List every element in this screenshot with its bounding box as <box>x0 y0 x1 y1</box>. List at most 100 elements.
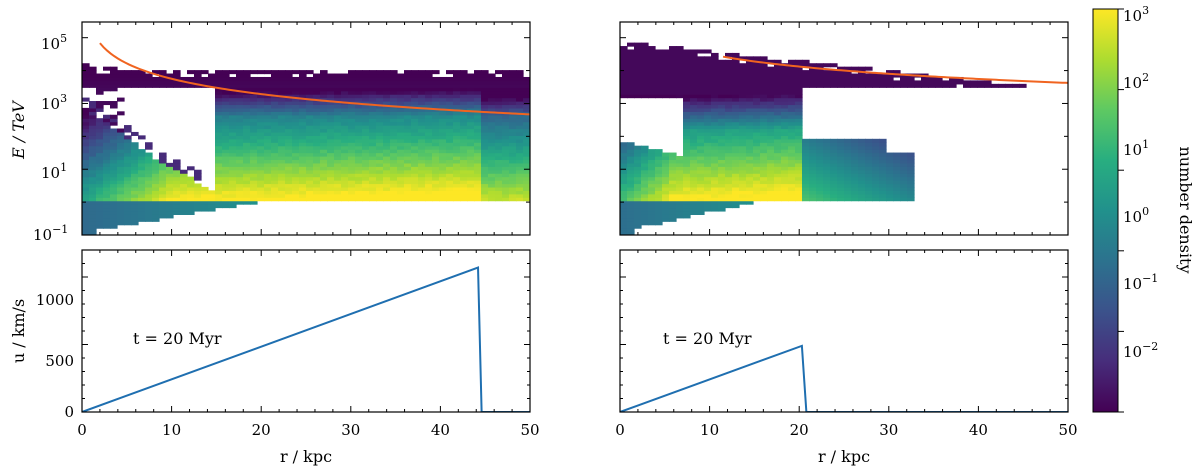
heatmap-cell <box>425 83 433 88</box>
heatmap-cell <box>285 83 293 88</box>
heatmap-cell <box>250 180 258 185</box>
heatmap-cell <box>383 121 391 126</box>
heatmap-cell <box>313 138 321 143</box>
heatmap-cell <box>746 166 754 171</box>
heatmap-cell <box>460 128 468 133</box>
heatmap-cell <box>760 135 768 140</box>
heatmap-cell <box>229 138 237 143</box>
heatmap-cell <box>516 83 524 88</box>
heatmap-cell <box>229 76 237 82</box>
heatmap-cell <box>376 169 384 174</box>
heatmap-cell <box>509 131 517 136</box>
heatmap-cell <box>453 145 461 150</box>
heatmap-cell <box>502 162 510 167</box>
heatmap-cell <box>495 166 503 171</box>
heatmap-cell <box>103 145 111 150</box>
heatmap-cell <box>634 176 642 181</box>
heatmap-cell <box>432 162 440 167</box>
heatmap-cell <box>432 121 440 126</box>
heatmap-cell <box>725 52 733 57</box>
heatmap-cell <box>369 162 377 167</box>
heatmap-cell <box>460 76 468 82</box>
heatmap-cell <box>257 107 265 112</box>
heatmap-cell <box>264 121 272 126</box>
heatmap-cell <box>215 186 223 191</box>
ytick-label-tl-1: 103 <box>41 92 67 113</box>
heatmap-cell <box>725 128 733 133</box>
heatmap-cell <box>166 193 174 198</box>
heatmap-cell <box>676 176 684 181</box>
heatmap-cell <box>795 176 803 181</box>
heatmap-cell <box>369 186 377 191</box>
heatmap-cell <box>488 169 496 174</box>
heatmap-cell <box>348 135 356 140</box>
heatmap-cell <box>467 138 475 143</box>
heatmap-cell <box>117 128 125 133</box>
heatmap-cell <box>823 166 831 171</box>
heatmap-cell <box>131 70 139 75</box>
heatmap-cell <box>488 145 496 150</box>
heatmap-cell <box>634 90 642 95</box>
heatmap-cell <box>159 70 167 75</box>
heatmap-cell <box>739 83 747 88</box>
heatmap-cell <box>229 104 237 109</box>
heatmap-cell <box>697 152 705 157</box>
heatmap-cell <box>334 197 342 202</box>
heatmap-cell <box>753 90 761 95</box>
heatmap-cell <box>229 111 237 116</box>
heatmap-cell <box>690 63 698 68</box>
heatmap-cell <box>369 125 377 130</box>
heatmap-cell <box>362 90 370 95</box>
heatmap-cell <box>138 214 146 219</box>
heatmap-cell <box>327 125 335 130</box>
heatmap-cell <box>732 131 740 136</box>
heatmap-cell <box>648 162 656 167</box>
heatmap-cell <box>788 142 796 147</box>
heatmap-cell <box>425 131 433 136</box>
heatmap-cell <box>446 104 454 109</box>
heatmap-cell <box>320 173 328 178</box>
heatmap-cell <box>425 162 433 167</box>
heatmap-cell <box>502 73 510 78</box>
heatmap-cell <box>131 149 139 154</box>
heatmap-cell <box>627 183 635 188</box>
heatmap-cell <box>278 70 286 75</box>
heatmap-cell <box>278 111 286 116</box>
heatmap-cell <box>774 118 782 123</box>
heatmap-cell <box>683 190 691 195</box>
heatmap-cell <box>341 173 349 178</box>
heatmap-cell <box>411 104 419 109</box>
heatmap-cell <box>502 135 510 140</box>
heatmap-cell <box>131 152 139 157</box>
heatmap-cell <box>620 73 628 78</box>
heatmap-cell <box>711 169 719 174</box>
heatmap-cell <box>676 204 684 209</box>
heatmap-cell <box>299 193 307 198</box>
heatmap-cell <box>767 135 775 140</box>
heatmap-cell <box>250 193 258 198</box>
energy-curve-left <box>99 42 530 116</box>
heatmap-cell <box>774 131 782 136</box>
heatmap-cell <box>138 149 146 154</box>
heatmap-cell <box>82 231 90 235</box>
heatmap-cell <box>816 176 824 181</box>
heatmap-cell <box>299 186 307 191</box>
heatmap-cell <box>718 125 726 130</box>
heatmap-cell <box>250 118 258 123</box>
heatmap-cell <box>243 197 251 202</box>
heatmap-cell <box>327 193 335 198</box>
heatmap-cell <box>229 94 237 99</box>
heatmap-cell <box>124 190 132 195</box>
heatmap-cell <box>110 114 118 119</box>
heatmap-cell <box>411 118 419 123</box>
heatmap-cell <box>474 114 482 119</box>
heatmap-cell <box>634 70 642 75</box>
heatmap-cell <box>879 186 887 191</box>
heatmap-cell <box>96 214 104 219</box>
heatmap-cell <box>453 90 461 95</box>
heatmap-cell <box>872 180 880 185</box>
heatmap-cell <box>187 210 195 215</box>
heatmap-cell <box>243 152 251 157</box>
heatmap-cell <box>690 138 698 143</box>
heatmap-cell <box>634 66 642 71</box>
